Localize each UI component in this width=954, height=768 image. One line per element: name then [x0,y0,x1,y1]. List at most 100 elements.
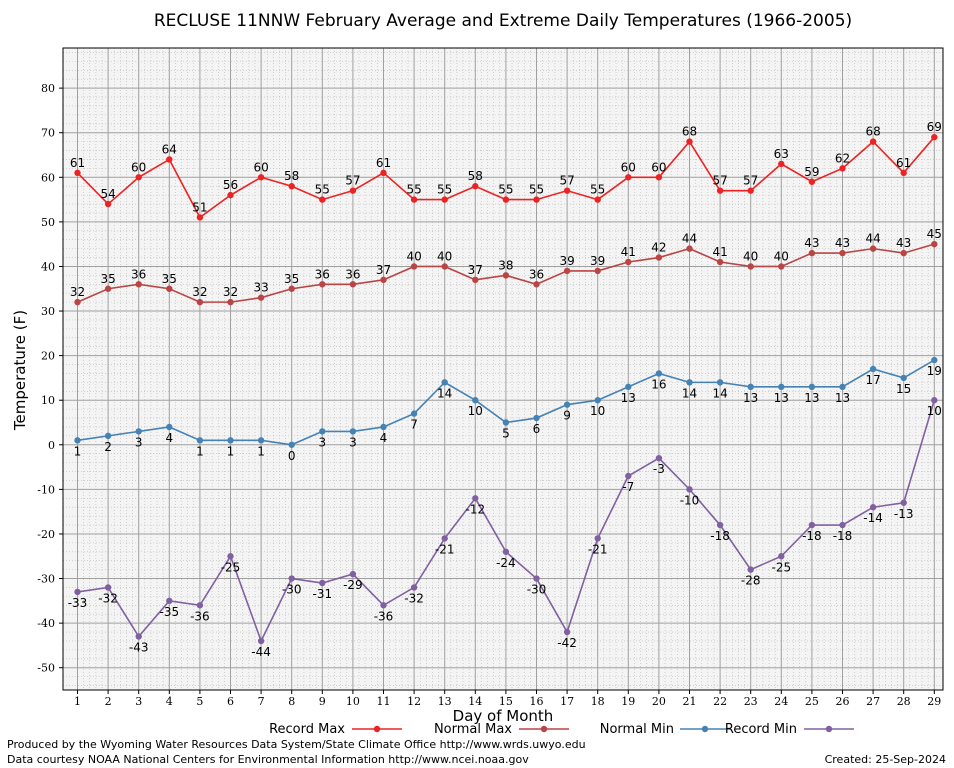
data-point-normal-max [808,249,816,257]
data-label-record-min: -36 [374,609,394,623]
data-point-record-min [778,553,785,560]
data-label-normal-min: 13 [743,391,758,405]
x-tick-label: 19 [621,695,635,708]
data-point-record-min [747,566,754,573]
data-label-normal-min: 15 [896,382,911,396]
x-tick-label: 26 [836,695,850,708]
x-tick-label: 3 [135,695,142,708]
data-label-record-max: 64 [162,142,177,156]
data-point-normal-max [655,254,663,261]
data-point-normal-max [319,281,326,288]
x-tick-label: 29 [927,695,941,708]
data-point-normal-min [441,379,448,386]
data-label-record-max: 60 [253,160,268,174]
data-point-record-min [655,454,663,462]
data-label-normal-max: 40 [437,249,452,263]
data-label-record-min: -7 [622,480,634,494]
footer-producer: Produced by the Wyoming Water Resources … [7,738,586,751]
data-label-normal-min: 14 [712,386,727,400]
data-label-normal-min: 5 [502,427,510,441]
data-point-record-min [808,521,816,529]
x-tick-label: 10 [346,695,360,708]
data-label-record-max: 58 [284,169,299,183]
data-label-record-max: 55 [529,183,544,197]
data-label-normal-max: 36 [131,267,146,281]
data-point-record-max [74,169,81,177]
data-label-normal-max: 44 [865,232,880,246]
data-point-normal-min [869,365,877,373]
data-label-record-max: 55 [406,183,421,197]
data-label-record-min: -44 [251,645,271,659]
legend-marker-normal-min [701,725,709,733]
data-point-normal-max [257,294,265,301]
data-point-normal-max [778,263,785,270]
chart-title: RECLUSE 11NNW February Average and Extre… [154,11,852,31]
data-label-normal-min: 13 [835,391,850,405]
y-tick-label: -30 [37,573,55,586]
data-point-record-min [625,472,632,480]
data-label-normal-max: 37 [468,263,483,277]
x-tick-label: 24 [774,695,788,708]
data-label-record-min: -32 [404,591,424,605]
data-point-record-max [931,133,938,141]
data-point-normal-min [135,428,142,435]
data-label-normal-min: 3 [349,435,357,449]
data-point-record-min [563,628,571,636]
data-point-normal-max [533,281,540,288]
x-tick-label: 16 [530,695,544,708]
data-point-record-min [472,495,479,502]
y-tick-label: 50 [41,216,55,229]
data-point-record-max [808,178,816,185]
data-point-normal-min [227,437,234,444]
data-label-normal-min: 17 [865,373,880,387]
data-label-normal-max: 41 [712,245,727,259]
legend-label-normal-min: Normal Min [600,722,674,737]
data-point-normal-max [563,267,571,275]
data-label-normal-max: 45 [927,227,942,241]
data-point-normal-max [931,240,938,248]
data-label-record-min: -3 [653,462,665,476]
x-tick-label: 5 [196,695,203,708]
y-tick-label: -40 [37,617,55,630]
data-label-normal-max: 40 [743,249,758,263]
data-point-record-max [288,183,295,190]
y-tick-label: 70 [41,127,55,140]
data-point-normal-min [931,356,938,364]
data-point-record-max [196,214,204,221]
data-point-normal-max [166,285,173,292]
data-label-normal-min: 13 [804,391,819,405]
y-tick-label: 60 [41,171,55,184]
y-tick-label: 30 [41,305,55,318]
data-point-normal-max [380,276,387,284]
x-tick-label: 23 [744,695,758,708]
data-label-normal-max: 32 [192,285,207,299]
data-point-normal-max [502,272,510,279]
data-label-record-max: 62 [835,151,850,165]
data-label-record-min: -43 [129,641,149,655]
x-tick-label: 1 [74,695,81,708]
data-label-normal-max: 42 [651,241,666,255]
data-label-record-max: 69 [927,120,942,134]
data-label-record-min: -12 [465,502,485,516]
x-tick-label: 6 [227,695,234,708]
data-label-normal-min: 10 [590,404,605,418]
data-label-normal-max: 32 [223,285,238,299]
data-label-record-max: 54 [100,187,115,201]
data-point-record-max [533,196,540,203]
data-point-normal-max [686,245,693,252]
data-label-record-min: -18 [802,529,822,543]
data-point-normal-max [716,258,724,266]
data-label-record-min: -35 [159,605,179,619]
data-point-normal-max [869,245,877,252]
data-point-normal-min [563,401,571,408]
data-label-normal-min: 13 [774,391,789,405]
data-point-record-max [380,169,387,177]
data-label-record-min: -42 [557,636,577,650]
y-tick-label: 40 [41,260,55,273]
data-label-normal-min: 6 [533,422,541,436]
data-point-normal-min [533,414,540,422]
legend-marker-normal-max [540,725,548,733]
data-point-normal-max [74,298,81,306]
data-point-normal-max [625,258,632,266]
